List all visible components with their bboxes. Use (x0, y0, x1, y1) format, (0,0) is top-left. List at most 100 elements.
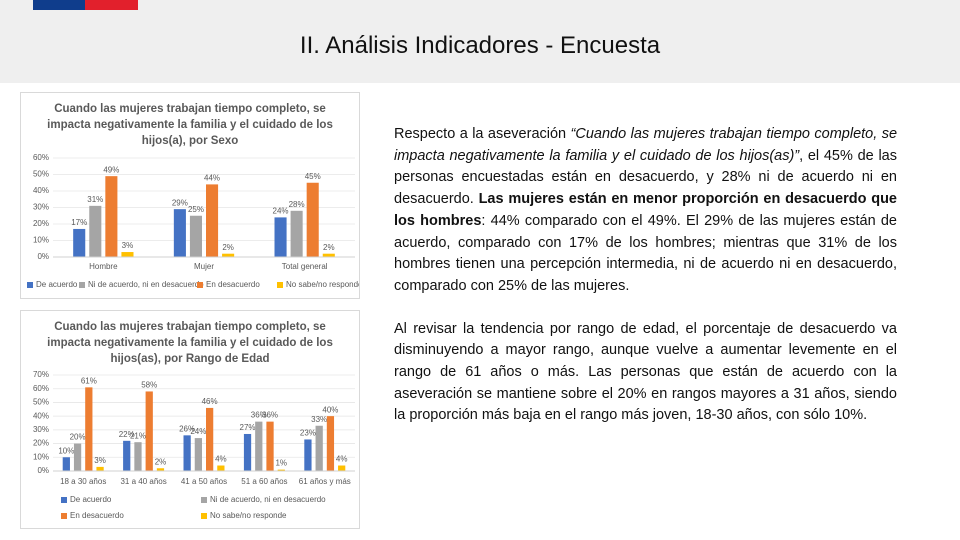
data-label: 17% (71, 218, 87, 227)
bar (338, 465, 346, 471)
legend-swatch (27, 282, 33, 288)
legend-swatch (277, 282, 283, 288)
data-label: 33% (311, 415, 327, 424)
bar (85, 387, 93, 471)
bar (322, 253, 335, 257)
x-tick-label: 31 a 40 años (120, 477, 166, 486)
y-tick-label: 20% (33, 219, 49, 228)
bar (134, 442, 142, 471)
bar (145, 391, 153, 471)
bar (306, 182, 319, 257)
legend-label: En desacuerdo (206, 280, 260, 289)
data-label: 22% (119, 430, 135, 439)
text: : 44% comparado con el 49%. El 29% de la… (394, 212, 897, 294)
y-tick-label: 40% (33, 186, 49, 195)
bar (156, 468, 165, 471)
legend-label: De acuerdo (70, 495, 112, 504)
y-tick-label: 60% (33, 153, 49, 162)
slide-title: II. Análisis Indicadores - Encuesta (299, 32, 661, 59)
legend-label: No sabe/no responde (286, 280, 359, 289)
bar (304, 439, 312, 471)
bar (206, 184, 219, 257)
bar (277, 469, 285, 471)
bar (255, 421, 263, 471)
bar (222, 253, 235, 257)
data-label: 44% (204, 174, 220, 183)
legend-swatch (201, 513, 207, 519)
x-tick-label: 41 a 50 años (181, 477, 227, 486)
bar (62, 457, 70, 471)
y-tick-label: 0% (37, 466, 49, 475)
bar (121, 252, 134, 257)
text: Respecto a la aseveración (394, 126, 571, 142)
data-label: 20% (70, 433, 86, 442)
bar (194, 438, 202, 471)
data-label: 24% (190, 427, 206, 436)
chart-title: Cuando las mujeres trabajan tiempo compl… (47, 321, 333, 365)
quote: “Cuando las mujeres trabajan tiempo comp… (394, 126, 898, 164)
data-label: 40% (322, 405, 338, 414)
bar (290, 210, 303, 257)
data-label: 23% (300, 429, 316, 438)
chart: 0% 10% 20% 30% 40% 50% 60% Hombre 17% 31% 49% 3% Muj… (20, 92, 360, 299)
legend-label: Ni de acuerdo, ni en desacuerdo (210, 495, 326, 504)
data-label: 10% (58, 446, 74, 455)
y-tick-label: 40% (33, 411, 49, 420)
x-tick-label: Hombre (89, 262, 118, 271)
y-tick-label: 10% (33, 452, 49, 461)
chart: 0% 10% 20% 30% 40% 50% 60% 70% 18 a 30 años 10% 20… (20, 310, 360, 529)
y-tick-label: 50% (33, 170, 49, 179)
bar (73, 228, 86, 257)
bar (326, 416, 335, 471)
y-tick-label: 30% (33, 203, 49, 212)
bar (183, 435, 191, 471)
data-label: 61% (81, 376, 97, 385)
text: Al revisar la tendencia por rango de eda… (394, 320, 897, 424)
legend-swatch (197, 282, 203, 288)
bar (243, 433, 252, 471)
flag-stripe (33, 0, 85, 10)
y-tick-label: 70% (33, 370, 49, 379)
data-label: 27% (240, 423, 256, 432)
bar (206, 407, 214, 471)
data-label: 36% (262, 411, 278, 420)
data-label: 24% (273, 207, 289, 216)
legend-swatch (61, 497, 67, 503)
paragraph: Al revisar la tendencia por rango de eda… (394, 319, 897, 428)
header-bar (0, 0, 960, 83)
legend-swatch (79, 282, 85, 288)
data-label: 3% (94, 456, 106, 465)
bar (274, 217, 287, 257)
chart-plot: 0% 10% 20% 30% 40% 50% 60% Hombre 17% 31% 49% 3% Muj… (27, 153, 359, 289)
x-tick-label: 51 a 60 años (241, 477, 287, 486)
data-label: 1% (275, 459, 287, 468)
data-label: 36% (251, 411, 267, 420)
flag-stripe (85, 0, 138, 10)
legend-label: No sabe/no responde (210, 511, 287, 520)
bar (96, 466, 104, 471)
bar (89, 205, 102, 257)
bar (217, 465, 225, 471)
x-tick-label: Total general (282, 262, 328, 271)
data-label: 21% (130, 431, 146, 440)
bar (189, 215, 202, 257)
bar (315, 425, 323, 471)
data-label: 49% (103, 165, 119, 174)
data-label: 45% (305, 172, 321, 181)
bar (123, 440, 131, 471)
bar (266, 421, 274, 471)
bar (73, 443, 82, 471)
bar (173, 209, 186, 257)
data-label: 4% (336, 455, 348, 464)
y-tick-label: 50% (33, 398, 49, 407)
legend-label: Ni de acuerdo, ni en desacuerdo (88, 280, 204, 289)
highlight: Las mujeres están en menor proporción en… (394, 191, 897, 229)
chart-title: Cuando las mujeres trabajan tiempo compl… (47, 103, 333, 147)
legend-label: En desacuerdo (70, 511, 124, 520)
y-tick-label: 10% (33, 236, 49, 245)
data-label: 2% (323, 243, 335, 252)
x-tick-label: Mujer (194, 262, 214, 271)
body-text: Respecto a la aseveración “Cuando las mu… (394, 124, 897, 448)
data-label: 58% (141, 381, 157, 390)
